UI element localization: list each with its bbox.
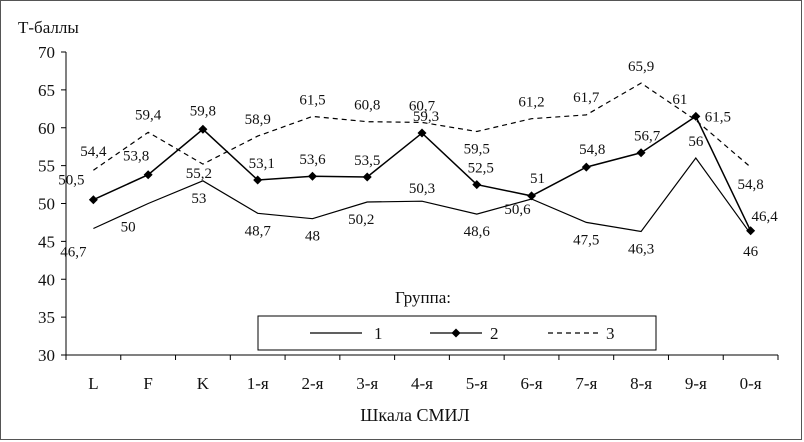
data-label-series-3: 59,4 (135, 107, 162, 123)
data-label-series-3: 60,7 (409, 98, 436, 114)
x-tick-label: 0-я (740, 374, 762, 393)
x-tick-label: K (197, 374, 210, 393)
data-label-series-3: 61,2 (518, 95, 544, 111)
data-labels: 46,7 50 53 48,7 48 50,2 50,3 48,6 50,6 47,5 46,3 56… (58, 59, 778, 260)
y-tick-label: 50 (38, 195, 55, 214)
data-label-series-3: 61,5 (299, 92, 325, 108)
series-2-point (527, 191, 537, 201)
y-tick-label: 30 (38, 346, 55, 365)
data-label-series-1: 50 (121, 220, 136, 236)
y-tick-label: 55 (38, 157, 55, 176)
data-label-series-2: 52,5 (468, 161, 494, 177)
series-2-point (472, 180, 482, 190)
legend-label-3: 3 (606, 324, 615, 343)
data-label-series-2: 56,7 (634, 129, 661, 145)
data-label-series-3: 60,8 (354, 98, 380, 114)
data-label-series-3: 65,9 (628, 59, 654, 75)
x-tick-label: 6-я (521, 374, 543, 393)
data-label-series-2: 50,5 (58, 173, 84, 189)
series-line-3 (93, 82, 751, 171)
x-tick-label: 7-я (575, 374, 597, 393)
data-label-series-1: 48,6 (464, 224, 491, 240)
data-label-series-1: 56 (688, 134, 704, 150)
series-2-point (417, 128, 427, 138)
data-label-series-1: 47,5 (573, 232, 599, 248)
y-tick-label: 45 (38, 232, 55, 251)
data-label-series-1: 53 (191, 191, 206, 207)
legend-label-1: 1 (374, 324, 383, 343)
data-label-series-3: 55,2 (186, 166, 212, 182)
x-tick-label: 1-я (247, 374, 269, 393)
y-tick-label: 70 (38, 43, 55, 62)
data-label-series-1: 50,3 (409, 181, 435, 197)
data-label-series-1: 46,7 (60, 244, 87, 260)
series-2-point (746, 226, 756, 236)
data-label-series-3: 54,4 (80, 144, 107, 160)
x-axis-label: Шкала СМИЛ (360, 405, 469, 425)
x-tick-label: 9-я (685, 374, 707, 393)
data-label-series-2: 54,8 (579, 142, 605, 158)
x-tick-label: L (88, 374, 98, 393)
series-2-point (691, 111, 701, 121)
data-label-series-2: 59,3 (413, 109, 439, 125)
x-tick-label: 2-я (301, 374, 323, 393)
series-layer (88, 82, 756, 236)
data-label-series-3: 58,9 (245, 112, 271, 128)
data-label-series-3: 61 (672, 92, 687, 108)
legend-label-2: 2 (490, 324, 499, 343)
data-label-series-2: 53,8 (123, 149, 149, 165)
series-2-point (143, 170, 153, 180)
data-label-series-2: 53,1 (249, 156, 275, 172)
data-label-series-2: 53,5 (354, 153, 380, 169)
series-2-point (636, 148, 646, 158)
x-tick-label: F (143, 374, 152, 393)
data-label-series-2: 46,4 (751, 209, 778, 225)
x-tick-label: 3-я (356, 374, 378, 393)
x-tick-label: 4-я (411, 374, 433, 393)
data-label-series-3: 54,8 (737, 177, 763, 193)
data-label-series-1: 46 (743, 244, 759, 260)
legend-title: Группа: (395, 288, 451, 307)
data-label-series-2: 61,5 (705, 109, 731, 125)
series-2-point (307, 171, 317, 181)
y-tick-label: 65 (38, 81, 55, 100)
legend-marker-2 (451, 328, 461, 338)
data-label-series-1: 50,6 (504, 202, 531, 218)
data-label-series-2: 53,6 (299, 152, 326, 168)
data-label-series-1: 48 (305, 229, 320, 245)
x-tick-label: 5-я (466, 374, 488, 393)
data-label-series-2: 59,8 (190, 103, 216, 119)
data-label-series-2: 51 (530, 171, 545, 187)
y-axis-label: Т-баллы (18, 18, 79, 37)
y-tick-label: 40 (38, 270, 55, 289)
y-tick-label: 35 (38, 308, 55, 327)
data-label-series-1: 48,7 (245, 223, 272, 239)
axes: 30 35 40 45 50 55 60 65 70 L F K 1-я 2-я 3-я 4-я 5-я 6-я 7… (38, 43, 779, 393)
series-line-1 (93, 156, 752, 235)
x-tick-label: 8-я (630, 374, 652, 393)
series-2-point (253, 175, 263, 185)
data-label-series-1: 46,3 (628, 242, 654, 258)
series-2-point (198, 124, 208, 134)
y-tick-label: 60 (38, 119, 55, 138)
data-label-series-3: 61,7 (573, 90, 600, 106)
series-2-point (581, 162, 591, 172)
series-2-point (88, 195, 98, 205)
series-2-point (362, 172, 372, 182)
legend: Группа: 1 2 3 (257, 288, 657, 351)
data-label-series-1: 50,2 (348, 212, 374, 228)
data-label-series-3: 59,5 (464, 142, 490, 158)
